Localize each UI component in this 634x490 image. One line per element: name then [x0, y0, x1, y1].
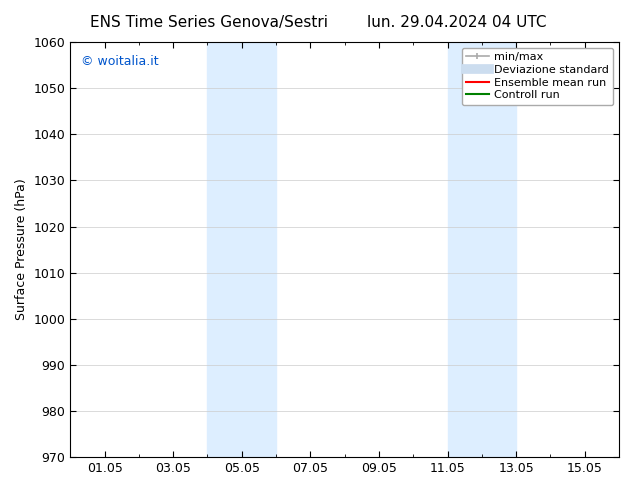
Bar [448, 42, 516, 457]
Legend: min/max, Deviazione standard, Ensemble mean run, Controll run: min/max, Deviazione standard, Ensemble m… [462, 48, 614, 105]
Y-axis label: Surface Pressure (hPa): Surface Pressure (hPa) [15, 179, 28, 320]
Text: © woitalia.it: © woitalia.it [81, 54, 159, 68]
Text: ENS Time Series Genova/Sestri: ENS Time Series Genova/Sestri [90, 15, 328, 30]
Bar [207, 42, 276, 457]
Text: lun. 29.04.2024 04 UTC: lun. 29.04.2024 04 UTC [366, 15, 547, 30]
